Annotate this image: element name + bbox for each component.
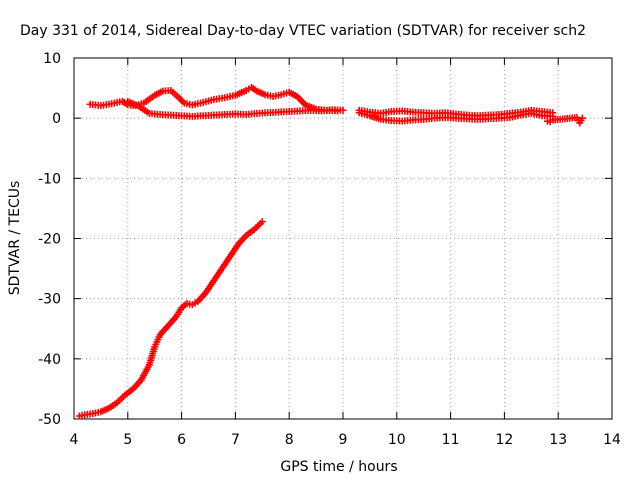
y-tick-label: 10 bbox=[43, 51, 61, 67]
x-tick-label: 6 bbox=[177, 432, 186, 448]
data-point bbox=[549, 109, 557, 117]
y-tick-labels: 10 0 -10 -20 -30 -40 -50 bbox=[38, 51, 61, 428]
x-tick-label: 4 bbox=[70, 432, 79, 448]
x-tick-label: 5 bbox=[123, 432, 132, 448]
data-point bbox=[578, 114, 586, 122]
x-axis-label: GPS time / hours bbox=[280, 459, 397, 475]
series-track-tail bbox=[543, 114, 586, 127]
x-tick-label: 12 bbox=[495, 432, 513, 448]
x-tick-label: 9 bbox=[339, 432, 348, 448]
x-tick-label: 13 bbox=[549, 432, 567, 448]
series-track-near-zero-b bbox=[124, 97, 347, 120]
x-tick-label: 14 bbox=[603, 432, 621, 448]
y-axis-label: SDTVAR / TECUs bbox=[7, 181, 23, 296]
x-tick-label: 8 bbox=[285, 432, 294, 448]
data-point bbox=[339, 106, 347, 114]
series-track-near-zero-d bbox=[355, 106, 557, 120]
y-tick-label: -30 bbox=[38, 292, 61, 308]
x-tick-label: 10 bbox=[388, 432, 406, 448]
y-tick-label: -40 bbox=[38, 352, 61, 368]
series-track-near-zero-a bbox=[86, 83, 342, 115]
y-tick-label: -20 bbox=[38, 232, 61, 248]
y-tick-label: 0 bbox=[52, 111, 61, 127]
data-point bbox=[258, 218, 266, 226]
plot-frame bbox=[73, 57, 613, 420]
series-track-descending-low bbox=[75, 218, 266, 420]
x-tick-label: 7 bbox=[231, 432, 240, 448]
y-tick-label: -10 bbox=[38, 171, 61, 187]
x-tick-label: 11 bbox=[442, 432, 460, 448]
y-tick-label: -50 bbox=[38, 412, 61, 428]
x-tick-labels: 4 5 6 7 8 9 10 11 12 13 14 bbox=[70, 432, 621, 448]
data-marks bbox=[75, 83, 586, 420]
chart-title: Day 331 of 2014, Sidereal Day-to-day VTE… bbox=[20, 23, 586, 39]
